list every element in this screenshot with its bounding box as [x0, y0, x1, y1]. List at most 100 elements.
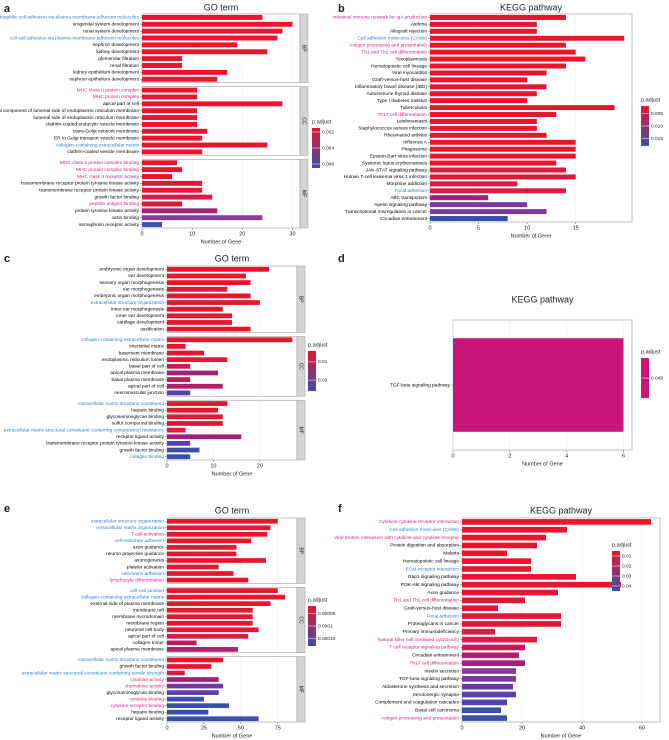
x-tick-label: 6 — [622, 453, 625, 459]
bar — [142, 28, 283, 34]
facet-label: BP — [298, 547, 304, 554]
category-label: Antigen processing and presentation — [381, 715, 459, 721]
category-label: collagen-containing extracellular matrix — [56, 142, 140, 148]
bar — [167, 370, 219, 376]
category-label: semaphorin receptor activity — [79, 222, 140, 228]
bar — [167, 664, 212, 669]
bar — [142, 42, 238, 48]
bar — [167, 558, 266, 563]
category-label: Th17 cell differentiation — [377, 112, 427, 118]
category-label: ear development — [128, 273, 164, 279]
category-label: renal filtration — [110, 63, 139, 69]
bar — [167, 350, 205, 356]
bar — [167, 601, 271, 607]
bar — [430, 209, 547, 215]
bar — [167, 647, 238, 652]
category-label: extracellular structure organization — [91, 519, 165, 525]
category-label: Graft-versus-host disease — [372, 77, 427, 83]
bar — [167, 640, 197, 646]
bar — [430, 91, 537, 97]
legend-title: p.adjust — [641, 97, 661, 103]
panel-letter: c — [4, 253, 10, 265]
bar — [462, 558, 531, 564]
bar — [430, 160, 557, 166]
bar — [142, 208, 218, 214]
category-label: cytokine binding — [130, 696, 165, 702]
bar — [167, 577, 249, 583]
category-label: Type I diabetes mellitus — [377, 98, 428, 104]
legend-tick-label: 0.01 — [622, 553, 632, 559]
x-tick-label: 50 — [238, 725, 244, 731]
bar — [462, 628, 495, 635]
category-label: Phagosome — [401, 146, 427, 152]
x-axis-label: Number of Gene — [201, 239, 242, 245]
bar — [430, 181, 518, 187]
category-label: Asthma — [411, 22, 428, 28]
category-label: ossification — [140, 326, 164, 332]
category-label: Viral myocarditis — [392, 70, 428, 76]
bar — [167, 441, 191, 446]
category-label: Graft-versus-host disease — [404, 605, 459, 611]
bar — [167, 690, 219, 695]
bar — [430, 118, 537, 124]
bar — [167, 273, 246, 279]
x-tick-label: 0 — [428, 225, 431, 231]
bar — [430, 139, 576, 145]
category-label: collagen-containing extracellular matrix — [81, 337, 165, 343]
x-tick-label: 0 — [165, 725, 168, 731]
bar — [462, 542, 537, 549]
chart-title: GO term — [215, 505, 250, 515]
category-label: MHC protein complex binding — [76, 167, 139, 173]
bar — [462, 566, 531, 572]
legend-tick-label: 0.04 — [622, 583, 632, 589]
bar — [142, 94, 198, 100]
category-label: Proteoglycans in cancer — [408, 621, 460, 627]
x-tick-label: 4 — [565, 453, 568, 459]
bar — [167, 627, 259, 633]
bar — [142, 194, 213, 200]
bar — [462, 613, 561, 619]
x-axis-label: Number of Gene — [212, 733, 253, 739]
category-label: growth factor binding — [94, 194, 139, 200]
x-tick-label: 5 — [477, 225, 480, 231]
category-label: Circadian entrainment — [412, 653, 460, 659]
bar — [167, 538, 252, 544]
bar — [462, 699, 507, 706]
legend-tick-label: 0.01 — [318, 359, 328, 365]
bar — [430, 146, 576, 152]
x-tick-label: 0 — [451, 453, 454, 459]
bar — [462, 526, 567, 533]
facet-label: MF — [298, 426, 304, 433]
category-label: chemokine activity — [125, 683, 165, 689]
panel-letter: f — [338, 503, 342, 515]
bar — [167, 633, 249, 639]
legend-tick-label: 0.005 — [651, 111, 663, 117]
bar — [430, 125, 537, 131]
legend-tick-label: 0.02 — [622, 563, 632, 569]
legend-tick-label: 0.02 — [318, 377, 328, 383]
category-label: Basal cell carcinoma — [415, 707, 459, 713]
bar — [462, 636, 537, 643]
bar — [142, 135, 203, 141]
bar — [462, 605, 498, 612]
bar — [167, 414, 223, 420]
category-label: Serotonergic synapse — [413, 692, 460, 698]
x-tick-label: 30 — [289, 231, 295, 237]
category-label: Protein digestion and absorption — [390, 543, 459, 549]
bar — [167, 266, 270, 272]
x-axis-label: Number of Gene — [522, 461, 563, 467]
category-label: Influenza A — [403, 140, 428, 146]
category-label: Malaria — [443, 551, 459, 557]
bar — [142, 160, 178, 166]
facet-label: MF — [298, 686, 304, 693]
category-label: T cell activation — [131, 532, 164, 538]
x-tick-label: 0 — [140, 231, 143, 237]
bar — [430, 174, 576, 180]
category-label: collagen-containing extracellular matrix — [81, 594, 165, 600]
category-label: sensory organ morphogenesis — [99, 280, 164, 286]
category-label: Toxoplasmosis — [396, 56, 428, 62]
legend-tick-label: 0.00015 — [318, 636, 336, 642]
bar — [167, 571, 234, 576]
facet-panel — [461, 517, 661, 723]
